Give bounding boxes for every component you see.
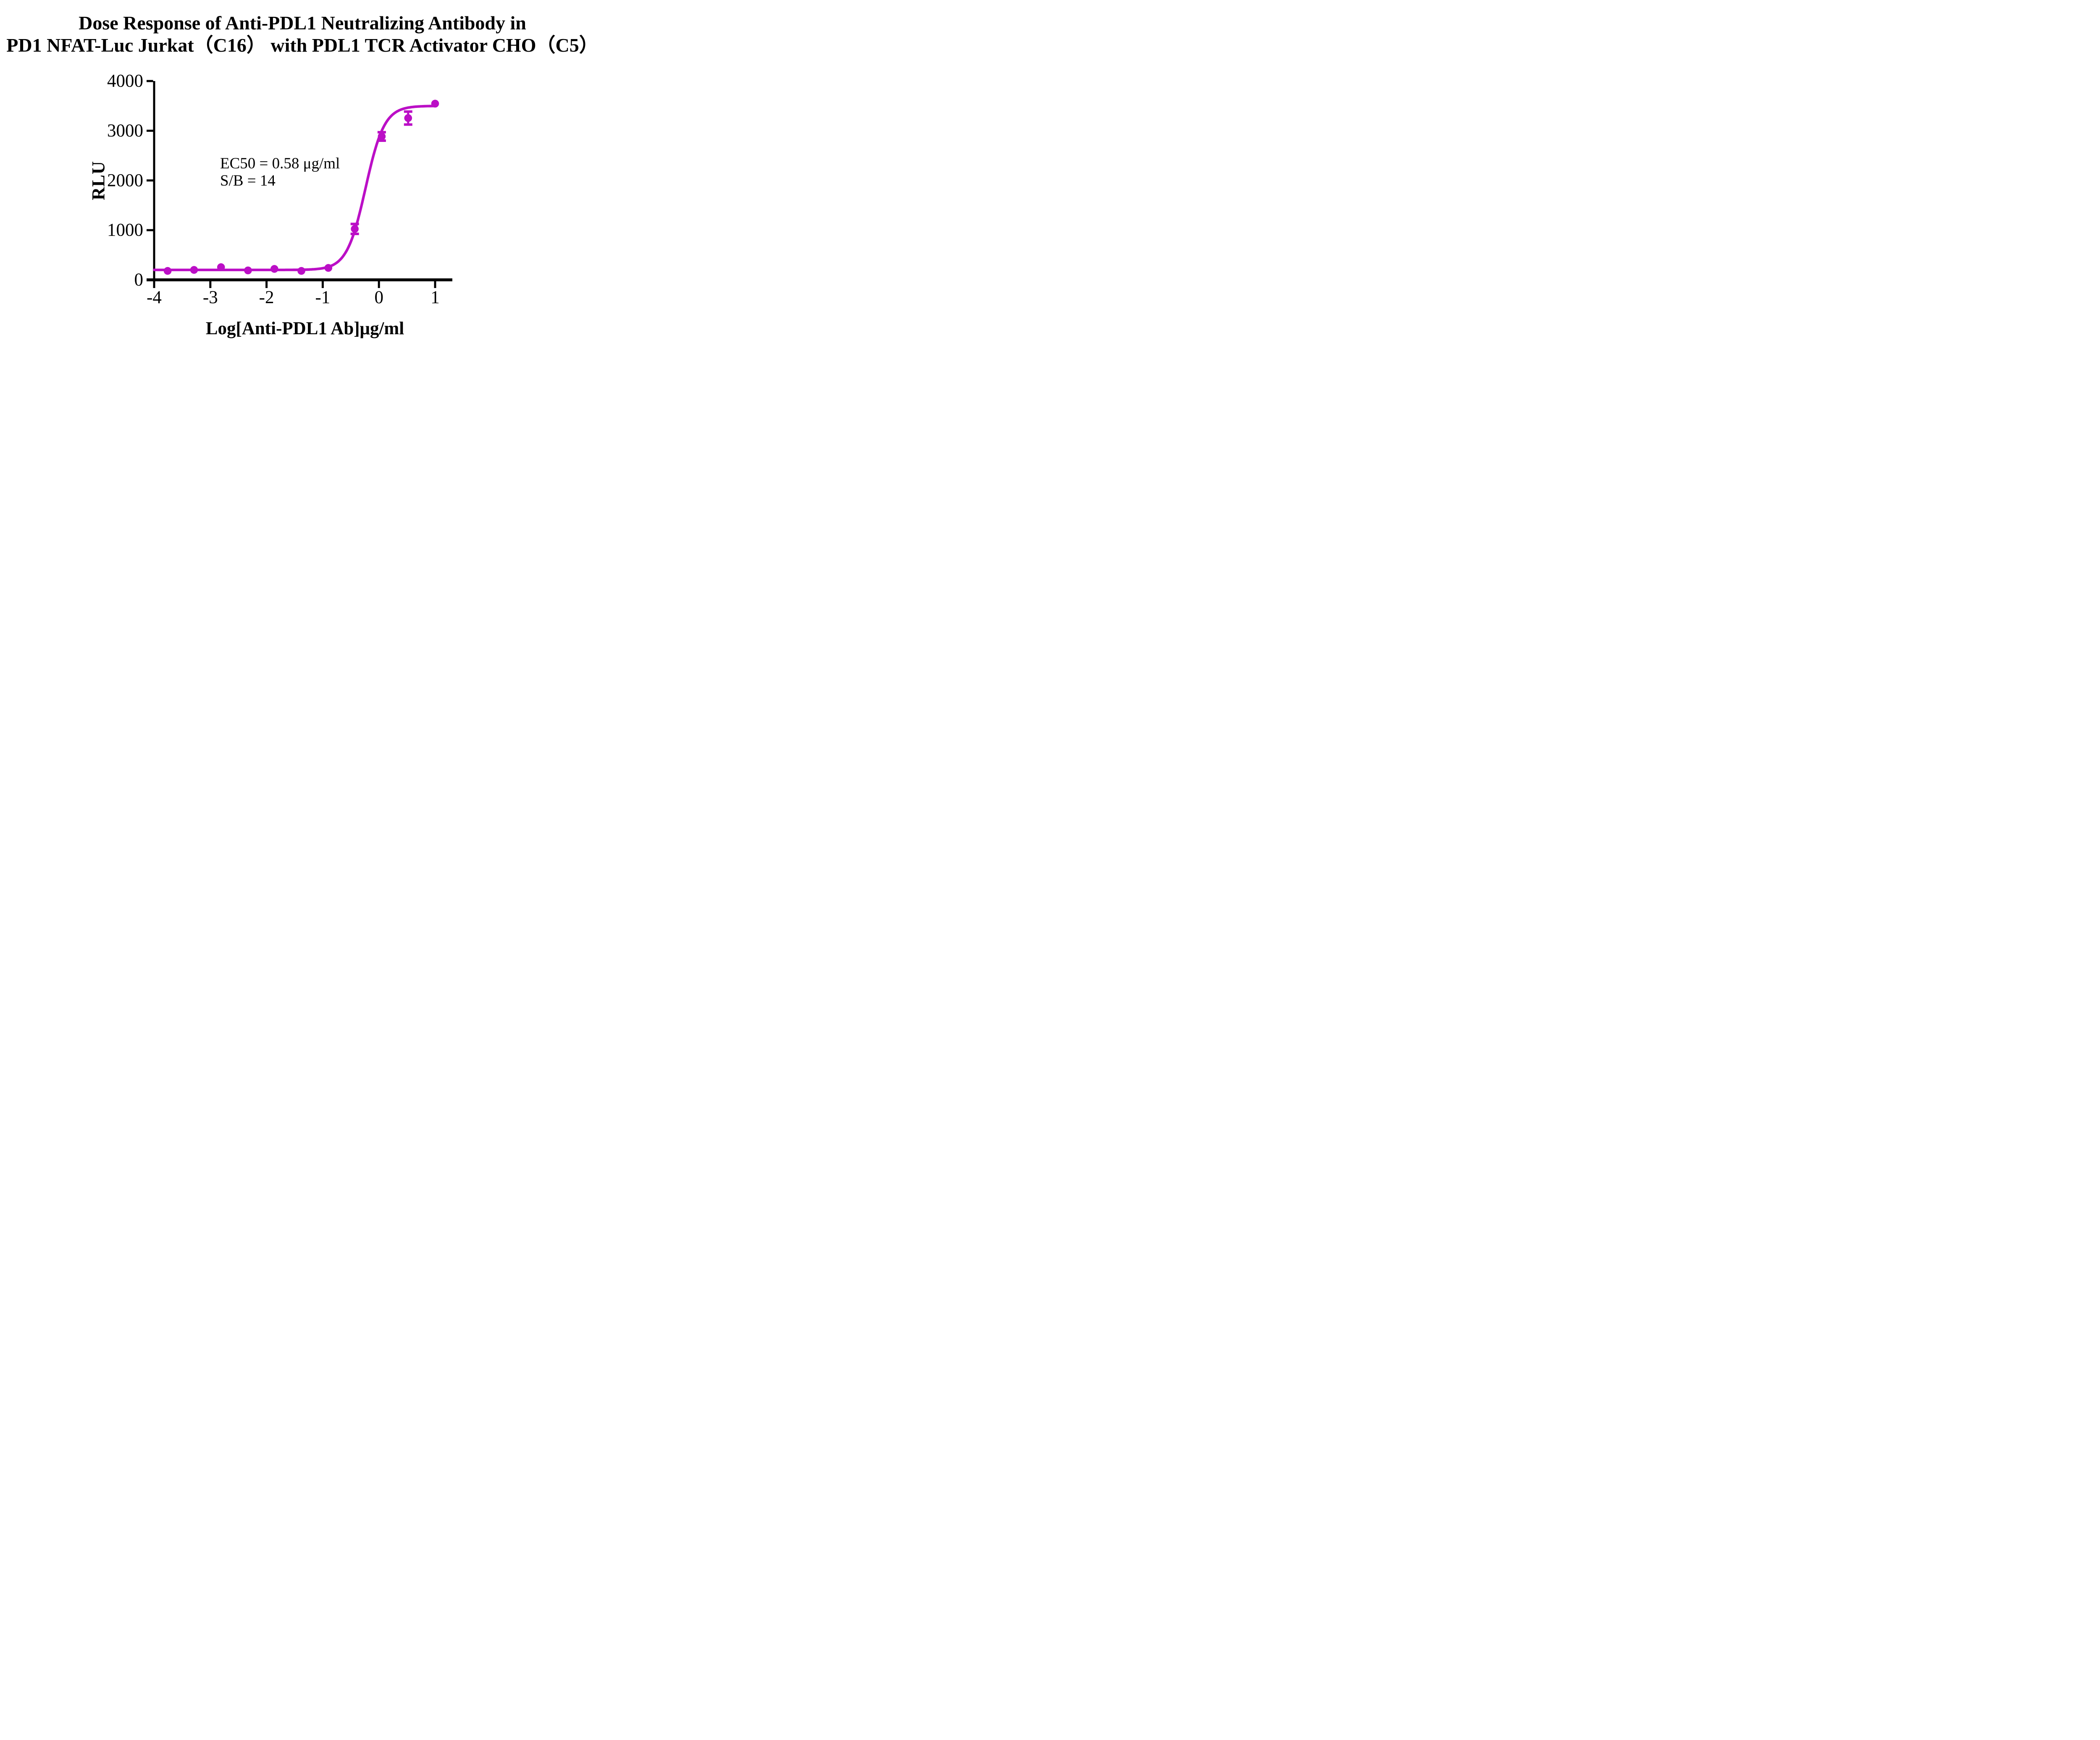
chart-title-line1: Dose Response of Anti-PDL1 Neutralizing … bbox=[79, 12, 526, 34]
data-point-8 bbox=[378, 132, 386, 141]
x-tick-label--1: -1 bbox=[315, 288, 330, 307]
y-axis-title: RLU bbox=[89, 161, 109, 200]
y-tick-label-2000: 2000 bbox=[107, 170, 143, 190]
data-point-3 bbox=[244, 266, 252, 275]
ec50-value-text: EC50 = 0.58 μg/ml bbox=[220, 155, 340, 172]
data-point-0 bbox=[163, 267, 172, 275]
y-tick-label-0: 0 bbox=[134, 270, 144, 290]
data-point-10 bbox=[431, 100, 439, 108]
data-point-1 bbox=[190, 266, 198, 274]
data-point-2 bbox=[217, 263, 225, 271]
data-point-6 bbox=[324, 264, 333, 272]
x-tick-label-0: 0 bbox=[374, 288, 383, 307]
chart-title: Dose Response of Anti-PDL1 Neutralizing … bbox=[0, 12, 605, 56]
data-point-9 bbox=[404, 114, 412, 122]
data-point-5 bbox=[297, 267, 305, 275]
chart-title-line2: PD1 NFAT-Luc Jurkat（C16） with PDL1 TCR A… bbox=[6, 34, 598, 56]
dose-response-figure: Dose Response of Anti-PDL1 Neutralizing … bbox=[0, 0, 605, 349]
x-tick-label-1: 1 bbox=[430, 288, 440, 307]
x-tick-label--2: -2 bbox=[259, 288, 274, 307]
signal-to-background-text: S/B = 14 bbox=[220, 172, 276, 189]
dose-response-plot: 0 1000 2000 3000 4000 -4 -3 -2 -1 0 1 bbox=[107, 71, 452, 307]
fit-annotation: EC50 = 0.58 μg/ml S/B = 14 bbox=[220, 155, 340, 189]
fitted-curve bbox=[152, 105, 437, 271]
y-tick-label-4000: 4000 bbox=[107, 71, 143, 91]
data-point-7 bbox=[351, 225, 359, 233]
x-axis-title: Log[Anti-PDL1 Ab]μg/ml bbox=[205, 319, 404, 338]
data-point-4 bbox=[270, 265, 278, 273]
x-tick-label--3: -3 bbox=[203, 288, 218, 307]
y-tick-label-1000: 1000 bbox=[107, 220, 143, 240]
y-tick-label-3000: 3000 bbox=[107, 121, 143, 141]
x-tick-label--4: -4 bbox=[147, 288, 162, 307]
